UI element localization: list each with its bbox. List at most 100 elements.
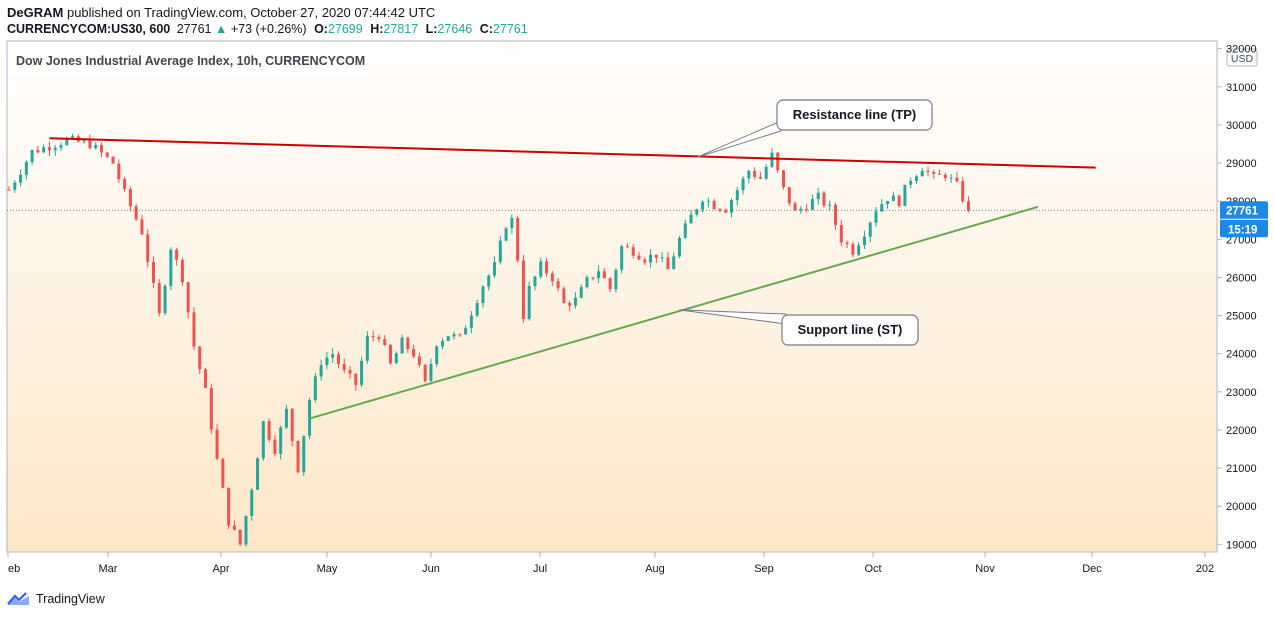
- candle-body: [961, 181, 965, 202]
- y-tick-label: 27000: [1226, 234, 1257, 246]
- candle-body: [313, 376, 317, 401]
- candle-body: [550, 273, 554, 282]
- candle-body: [730, 200, 733, 213]
- candle-body: [886, 200, 890, 205]
- plot-area[interactable]: [6, 40, 1218, 553]
- candle-body: [851, 244, 855, 255]
- callout-box: [781, 314, 919, 346]
- candle-body: [65, 138, 69, 146]
- candle-body: [435, 346, 439, 365]
- candle-body: [764, 166, 768, 179]
- resistance-trendline[interactable]: [49, 137, 1096, 169]
- published-text: published on TradingView.com, October 27…: [66, 5, 436, 20]
- symbol-label: CURRENCYCOM:US30, 600: [7, 22, 171, 36]
- candle-body: [175, 249, 179, 260]
- candle-body: [342, 364, 346, 370]
- candle-body: [903, 184, 907, 206]
- candle-body: [914, 176, 918, 181]
- candle-body: [47, 147, 51, 151]
- candle-body: [597, 271, 601, 279]
- price-chart[interactable]: Dow Jones Industrial Average Index, 10h,…: [0, 0, 1274, 590]
- candle-body: [24, 162, 28, 175]
- candle-body: [706, 200, 710, 202]
- candle-body: [868, 222, 872, 237]
- candle-body: [504, 228, 508, 241]
- candle-body: [649, 254, 653, 263]
- candle-body: [712, 200, 716, 210]
- candle-body: [140, 219, 144, 235]
- candle-body: [348, 369, 352, 374]
- candle-body: [527, 285, 531, 319]
- candle-body: [834, 204, 838, 225]
- y-tick-label: 20000: [1226, 501, 1257, 513]
- candle-body: [446, 336, 450, 341]
- candle-body: [290, 408, 294, 441]
- x-tick-label: Jul: [533, 563, 547, 575]
- candle-body: [469, 315, 473, 328]
- candle-body: [487, 275, 491, 287]
- candle-body: [59, 145, 63, 148]
- candle-body: [261, 421, 265, 459]
- candle-body: [909, 180, 913, 185]
- candle-body: [747, 171, 751, 179]
- candle-body: [244, 515, 248, 545]
- candle-body: [753, 171, 757, 177]
- candle-body: [822, 192, 826, 206]
- candle-body: [279, 427, 283, 454]
- candle-body: [319, 365, 323, 377]
- candle-body: [365, 335, 369, 361]
- low-label: L:: [425, 22, 438, 36]
- high-label: H:: [370, 22, 384, 36]
- candle-body: [238, 529, 242, 545]
- candle-body: [862, 236, 866, 246]
- candle-body: [221, 458, 225, 488]
- candle-body: [458, 334, 462, 336]
- candle-body: [793, 203, 797, 211]
- candle-body: [267, 421, 271, 440]
- currency-label: USD: [1231, 53, 1254, 65]
- candle-body: [256, 458, 260, 490]
- candle-body: [654, 254, 658, 258]
- candle-body: [163, 285, 167, 314]
- candle-body: [591, 277, 595, 279]
- candle-body: [227, 487, 231, 526]
- x-tick-label: Nov: [975, 563, 995, 575]
- candle-body: [134, 206, 138, 220]
- candle-body: [250, 489, 254, 516]
- x-tick-label: Dec: [1082, 563, 1102, 575]
- candle-body: [400, 337, 404, 354]
- candle-body: [897, 195, 901, 206]
- candle-body: [354, 373, 358, 385]
- candle-body: [828, 204, 832, 206]
- candle-body: [845, 242, 849, 245]
- candle-body: [805, 208, 809, 210]
- candle-body: [302, 435, 306, 473]
- candle-body: [701, 201, 705, 210]
- callout-label: Support line (ST): [798, 322, 903, 337]
- candle-body: [169, 249, 173, 286]
- candle-body: [683, 223, 687, 239]
- close-value: 27761: [492, 22, 528, 36]
- candle-body: [758, 176, 762, 179]
- callout-label: Resistance line (TP): [793, 107, 917, 122]
- candle-body: [943, 174, 947, 179]
- resistance-callout[interactable]: Resistance line (TP): [696, 99, 933, 158]
- support-trendline[interactable]: [309, 205, 1039, 420]
- candle-body: [608, 278, 612, 290]
- candle-body: [799, 208, 803, 211]
- candle-body: [545, 261, 549, 274]
- candle-body: [186, 282, 190, 313]
- change-value: +73 (+0.26%): [230, 22, 307, 36]
- candle-body: [602, 271, 606, 279]
- footer-brand[interactable]: TradingView: [7, 592, 105, 606]
- open-value: 27699: [327, 22, 363, 36]
- y-tick-label: 32000: [1226, 44, 1257, 56]
- currency-badge[interactable]: USD: [1226, 48, 1258, 67]
- y-tick-label: 24000: [1226, 349, 1257, 361]
- candle-body: [521, 260, 525, 319]
- support-callout[interactable]: Support line (ST): [679, 309, 919, 346]
- candle-body: [839, 224, 843, 243]
- candle-body: [874, 211, 878, 223]
- candle-body: [394, 353, 398, 364]
- candle-body: [377, 337, 381, 340]
